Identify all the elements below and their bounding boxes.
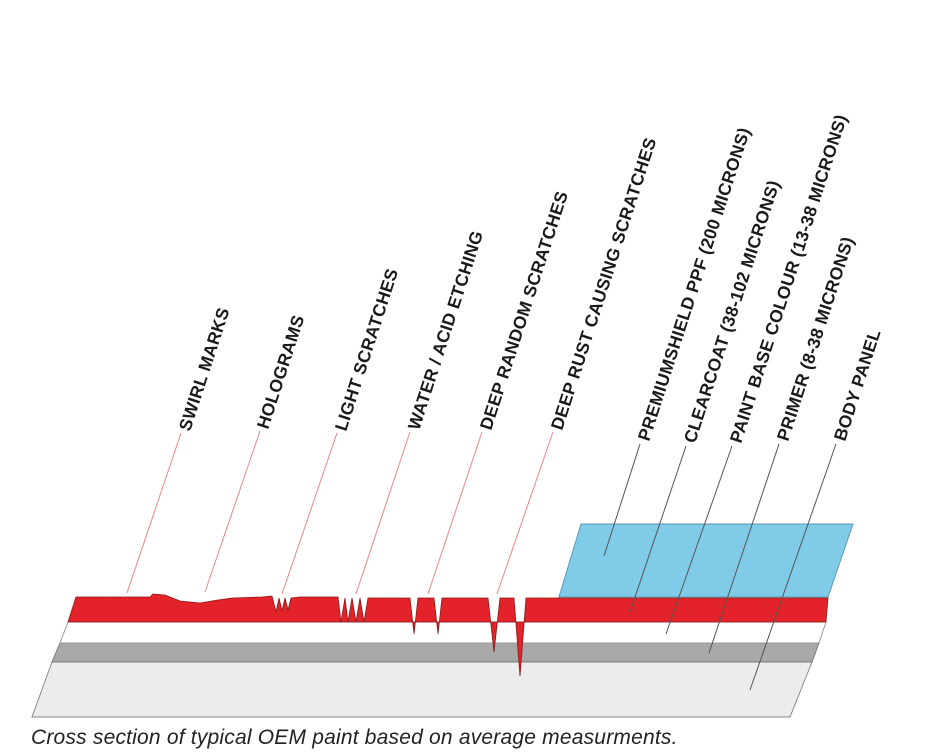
leader-light-scratches bbox=[281, 432, 338, 595]
label-water-acid-etching: WATER / ACID ETCHING bbox=[404, 228, 487, 432]
paint-base-layer bbox=[59, 621, 827, 644]
leader-clearcoat bbox=[629, 445, 687, 613]
leader-deep-rust bbox=[496, 431, 554, 595]
leader-body-panel bbox=[749, 443, 837, 691]
leader-paint-base bbox=[665, 445, 733, 635]
layer-leader-lines bbox=[603, 443, 837, 691]
leader-water-acid bbox=[355, 431, 411, 595]
leader-deep-random bbox=[427, 431, 483, 595]
label-body-panel: BODY PANEL bbox=[830, 327, 885, 444]
damage-leader-lines bbox=[126, 430, 554, 595]
label-light-scratches: LIGHT SCRATCHES bbox=[331, 266, 402, 433]
label-holograms: HOLOGRAMS bbox=[253, 312, 309, 431]
primer-layer bbox=[51, 642, 820, 663]
leader-primer bbox=[708, 443, 780, 654]
leader-ppf bbox=[603, 443, 641, 557]
body-panel-layer bbox=[31, 661, 813, 718]
leader-holograms bbox=[204, 430, 261, 593]
label-swirl-marks: SWIRL MARKS bbox=[175, 305, 234, 433]
ppf-layer bbox=[558, 523, 854, 598]
figure-caption: Cross section of typical OEM paint based… bbox=[31, 726, 678, 749]
leader-swirl-marks bbox=[126, 432, 182, 594]
clearcoat-layer bbox=[67, 593, 829, 677]
label-deep-rust-scratches: DEEP RUST CAUSING SCRATCHES bbox=[547, 135, 661, 432]
